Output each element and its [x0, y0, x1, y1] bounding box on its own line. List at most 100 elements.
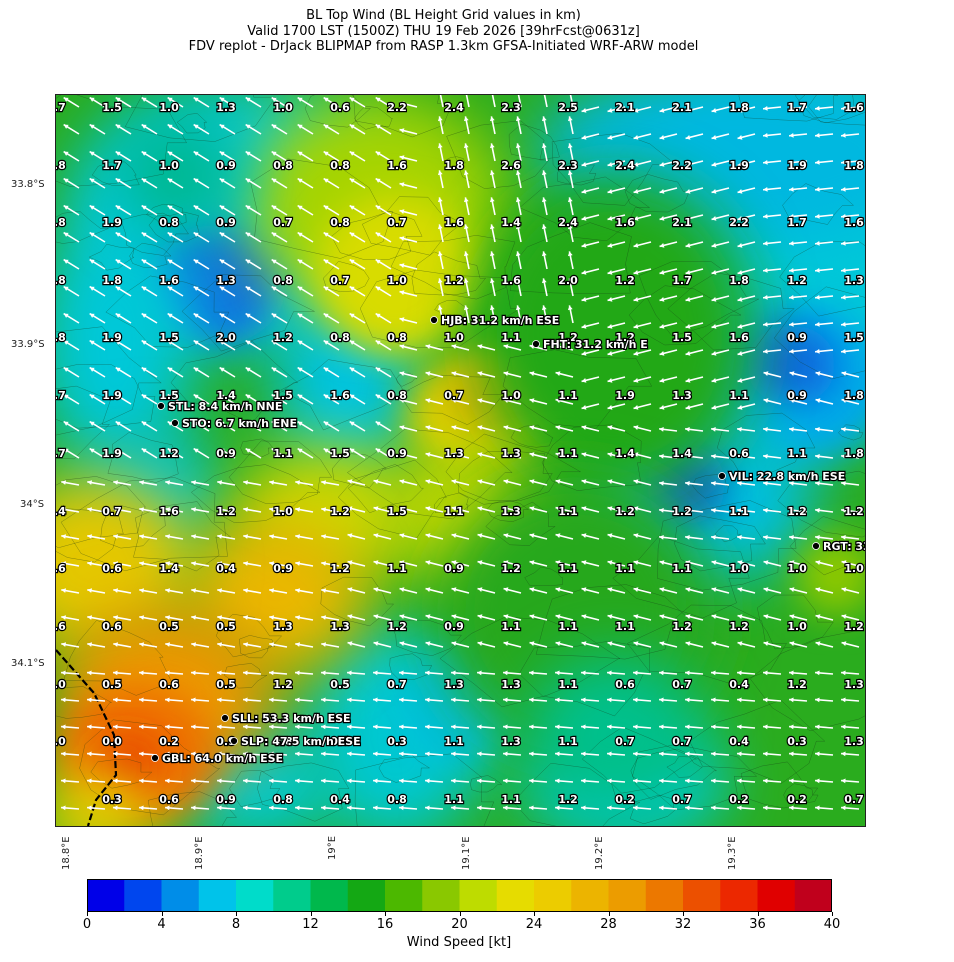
wind-arrow-head: [113, 805, 118, 811]
colorbar-tick-mark: [832, 912, 833, 916]
wind-arrow-head: [841, 159, 846, 165]
wind-arrow-head: [243, 561, 249, 566]
contour-line: [390, 235, 516, 300]
wind-arrow-head: [841, 778, 846, 784]
station-marker[interactable]: [718, 472, 726, 480]
wind-arrow-head: [139, 561, 145, 566]
wind-arrow-head: [167, 340, 173, 345]
lat-label-33-8: 33.8°S: [11, 179, 45, 190]
wind-arrow-head: [815, 371, 821, 376]
colorbar-tick-mark: [385, 912, 386, 916]
wind-arrow-head: [89, 448, 95, 453]
wind-arrow-head: [295, 670, 300, 676]
wind-arrow-head: [685, 670, 690, 676]
wind-arrow-head: [165, 561, 171, 566]
wind-arrow-head: [89, 394, 95, 399]
grid-value: 0.4: [330, 793, 350, 806]
wind-arrow-head: [399, 697, 404, 703]
grid-value: 0.8: [387, 389, 407, 402]
wind-arrow-head: [789, 240, 794, 246]
wind-arrow-head: [763, 371, 769, 376]
grid-value: 0.4: [729, 735, 749, 748]
wind-arrow-head: [685, 751, 690, 757]
grid-value: 1.7: [787, 101, 807, 114]
wind-arrow-head: [567, 278, 573, 284]
station-marker[interactable]: [151, 754, 159, 762]
wind-arrow-head: [503, 425, 509, 430]
wind-arrow-head: [269, 561, 275, 566]
wind-arrow-head: [399, 236, 405, 241]
station-marker[interactable]: [221, 714, 229, 722]
grid-value: 1.7: [56, 101, 66, 114]
station-marker[interactable]: [171, 419, 179, 427]
wind-arrow-head: [399, 209, 405, 214]
station-marker[interactable]: [157, 402, 165, 410]
grid-value: 1.3: [444, 678, 464, 691]
grid-value: 1.9: [102, 447, 122, 460]
contour-line: [535, 584, 695, 660]
wind-arrow-head: [607, 324, 613, 329]
wind-arrow-head: [113, 670, 118, 676]
wind-map[interactable]: 1.7 1.5 1.0 1.3 1.0 0.6 2.2 2.4 2.3 2.5 2.1 2.1 1.8 1…: [55, 94, 866, 827]
wind-arrow-head: [219, 340, 225, 345]
grid-value: 0.9: [216, 216, 236, 229]
grid-value: 1.9: [102, 331, 122, 344]
colorbar-tick-mark: [534, 912, 535, 916]
wind-arrow-head: [219, 151, 225, 156]
contour-line: [361, 196, 465, 256]
station-marker[interactable]: [812, 542, 820, 550]
wind-arrow-head: [841, 371, 847, 376]
wind-arrow-head: [191, 724, 196, 730]
wind-arrow-head: [113, 588, 119, 593]
grid-value: 1.1: [558, 389, 578, 402]
station-marker[interactable]: [532, 340, 540, 348]
wind-arrow-head: [193, 448, 199, 453]
wind-arrow-head: [607, 425, 613, 430]
contour-line: [56, 326, 162, 436]
wind-arrow-head: [841, 641, 847, 646]
contour-line: [88, 243, 135, 271]
contour-line: [56, 385, 111, 460]
wind-arrow-head: [323, 286, 329, 291]
wind-arrow-head: [139, 670, 144, 676]
wind-arrow-head: [323, 367, 329, 372]
colorbar-tick-mark: [310, 912, 312, 916]
wind-arrow-head: [555, 506, 561, 511]
wind-arrow-head: [581, 805, 586, 811]
wind-arrow-head: [711, 426, 716, 432]
wind-arrow-head: [815, 186, 820, 192]
grid-value: 1.2: [615, 331, 635, 344]
wind-arrow-head: [763, 641, 769, 646]
wind-arrow-head: [763, 105, 768, 111]
grid-value: 0.8: [159, 216, 179, 229]
grid-value: 0.7: [387, 678, 407, 691]
grid-value: 1.1: [387, 562, 407, 575]
lon-label-19-3: 19.3°E: [727, 836, 738, 870]
wind-arrow-head: [61, 507, 67, 512]
grid-value: 1.5: [159, 389, 179, 402]
wind-arrow-head: [737, 189, 743, 194]
contour-line: [486, 500, 530, 522]
wind-arrow-head: [685, 378, 691, 383]
wind-arrow-head: [815, 724, 820, 730]
wind-arrow-head: [477, 398, 483, 403]
contour-line: [56, 686, 113, 719]
wind-arrow-head: [61, 534, 67, 539]
contour-line: [512, 762, 641, 826]
wind-arrow-head: [711, 697, 716, 703]
station-marker[interactable]: [430, 316, 438, 324]
wind-arrow-head: [295, 724, 300, 730]
wind-arrow-head: [349, 367, 355, 372]
station-marker[interactable]: [230, 737, 238, 745]
wind-arrow-head: [139, 805, 144, 811]
wind-arrow-head: [269, 778, 274, 784]
contour-line: [782, 183, 855, 225]
wind-arrow-head: [763, 321, 768, 327]
wind-arrow-head: [477, 344, 483, 349]
colorbar-tick-mark: [236, 912, 237, 916]
wind-arrow-head: [503, 751, 508, 757]
grid-value: 1.1: [444, 735, 464, 748]
wind-arrow-head: [463, 197, 469, 203]
wind-arrow-head: [815, 105, 820, 111]
wind-arrow-head: [245, 205, 251, 210]
